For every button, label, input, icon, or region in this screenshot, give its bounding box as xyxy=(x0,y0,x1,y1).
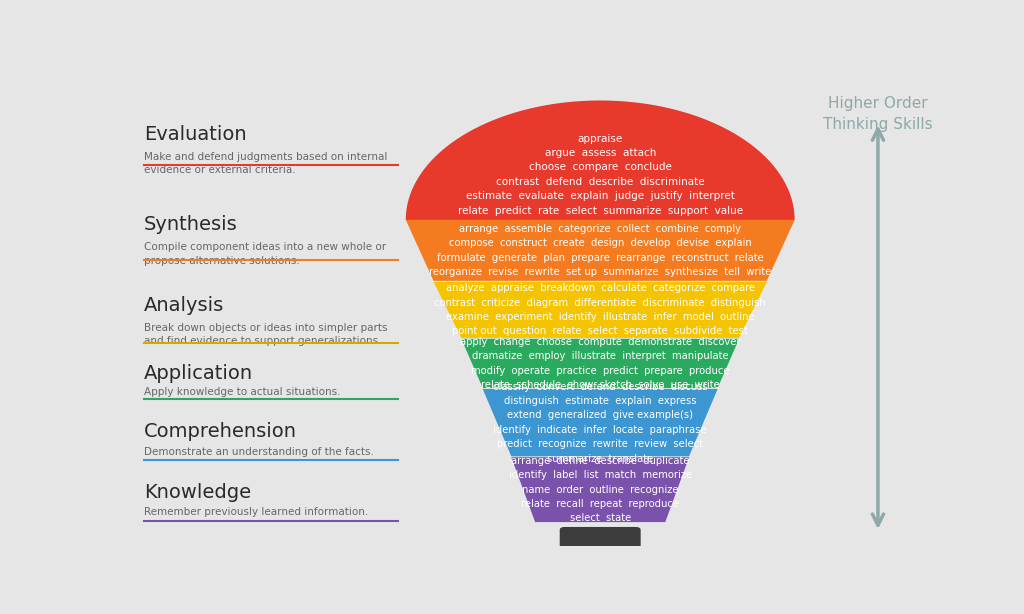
Text: Apply knowledge to actual situations.: Apply knowledge to actual situations. xyxy=(143,387,340,397)
Text: Application: Application xyxy=(143,364,253,383)
Text: Make and defend judgments based on internal
evidence or external criteria.: Make and defend judgments based on inter… xyxy=(143,152,387,175)
Text: Synthesis: Synthesis xyxy=(143,216,238,235)
FancyBboxPatch shape xyxy=(560,527,641,548)
Text: Remember previously learned information.: Remember previously learned information. xyxy=(143,507,368,518)
Text: classify  convert  defend  describe  discuss
distinguish  estimate  explain  exp: classify convert defend describe discuss… xyxy=(493,382,708,464)
Text: analyze  appraise  breakdown  calculate  categorize  compare
contrast  criticize: analyze appraise breakdown calculate cat… xyxy=(434,283,766,336)
Polygon shape xyxy=(406,101,795,220)
Text: arrange  assemble  categorize  collect  combine  comply
compose  construct  crea: arrange assemble categorize collect comb… xyxy=(429,223,771,277)
Text: apply  change  choose  compute  demonstrate  discover
dramatize  employ  illustr: apply change choose compute demonstrate … xyxy=(460,337,740,390)
Text: Demonstrate an understanding of the facts.: Demonstrate an understanding of the fact… xyxy=(143,446,374,457)
Polygon shape xyxy=(406,220,795,281)
Text: Comprehension: Comprehension xyxy=(143,422,297,441)
Polygon shape xyxy=(511,457,689,522)
Text: Compile component ideas into a new whole or
propose alternative solutions.: Compile component ideas into a new whole… xyxy=(143,243,386,265)
Polygon shape xyxy=(482,389,718,456)
Text: arrange  define  describe  duplicate
identify  label  list  match  memorize
name: arrange define describe duplicate identi… xyxy=(509,456,692,524)
Text: Analysis: Analysis xyxy=(143,296,224,315)
Polygon shape xyxy=(433,282,767,338)
Text: Evaluation: Evaluation xyxy=(143,125,247,144)
Text: Break down objects or ideas into simpler parts
and find evidence to support gene: Break down objects or ideas into simpler… xyxy=(143,323,387,346)
Text: Higher Order
Thinking Skills: Higher Order Thinking Skills xyxy=(823,96,933,131)
Text: Knowledge: Knowledge xyxy=(143,483,251,502)
Polygon shape xyxy=(461,339,739,388)
Text: appraise
argue  assess  attach
choose  compare  conclude
contrast  defend  descr: appraise argue assess attach choose comp… xyxy=(458,133,742,216)
